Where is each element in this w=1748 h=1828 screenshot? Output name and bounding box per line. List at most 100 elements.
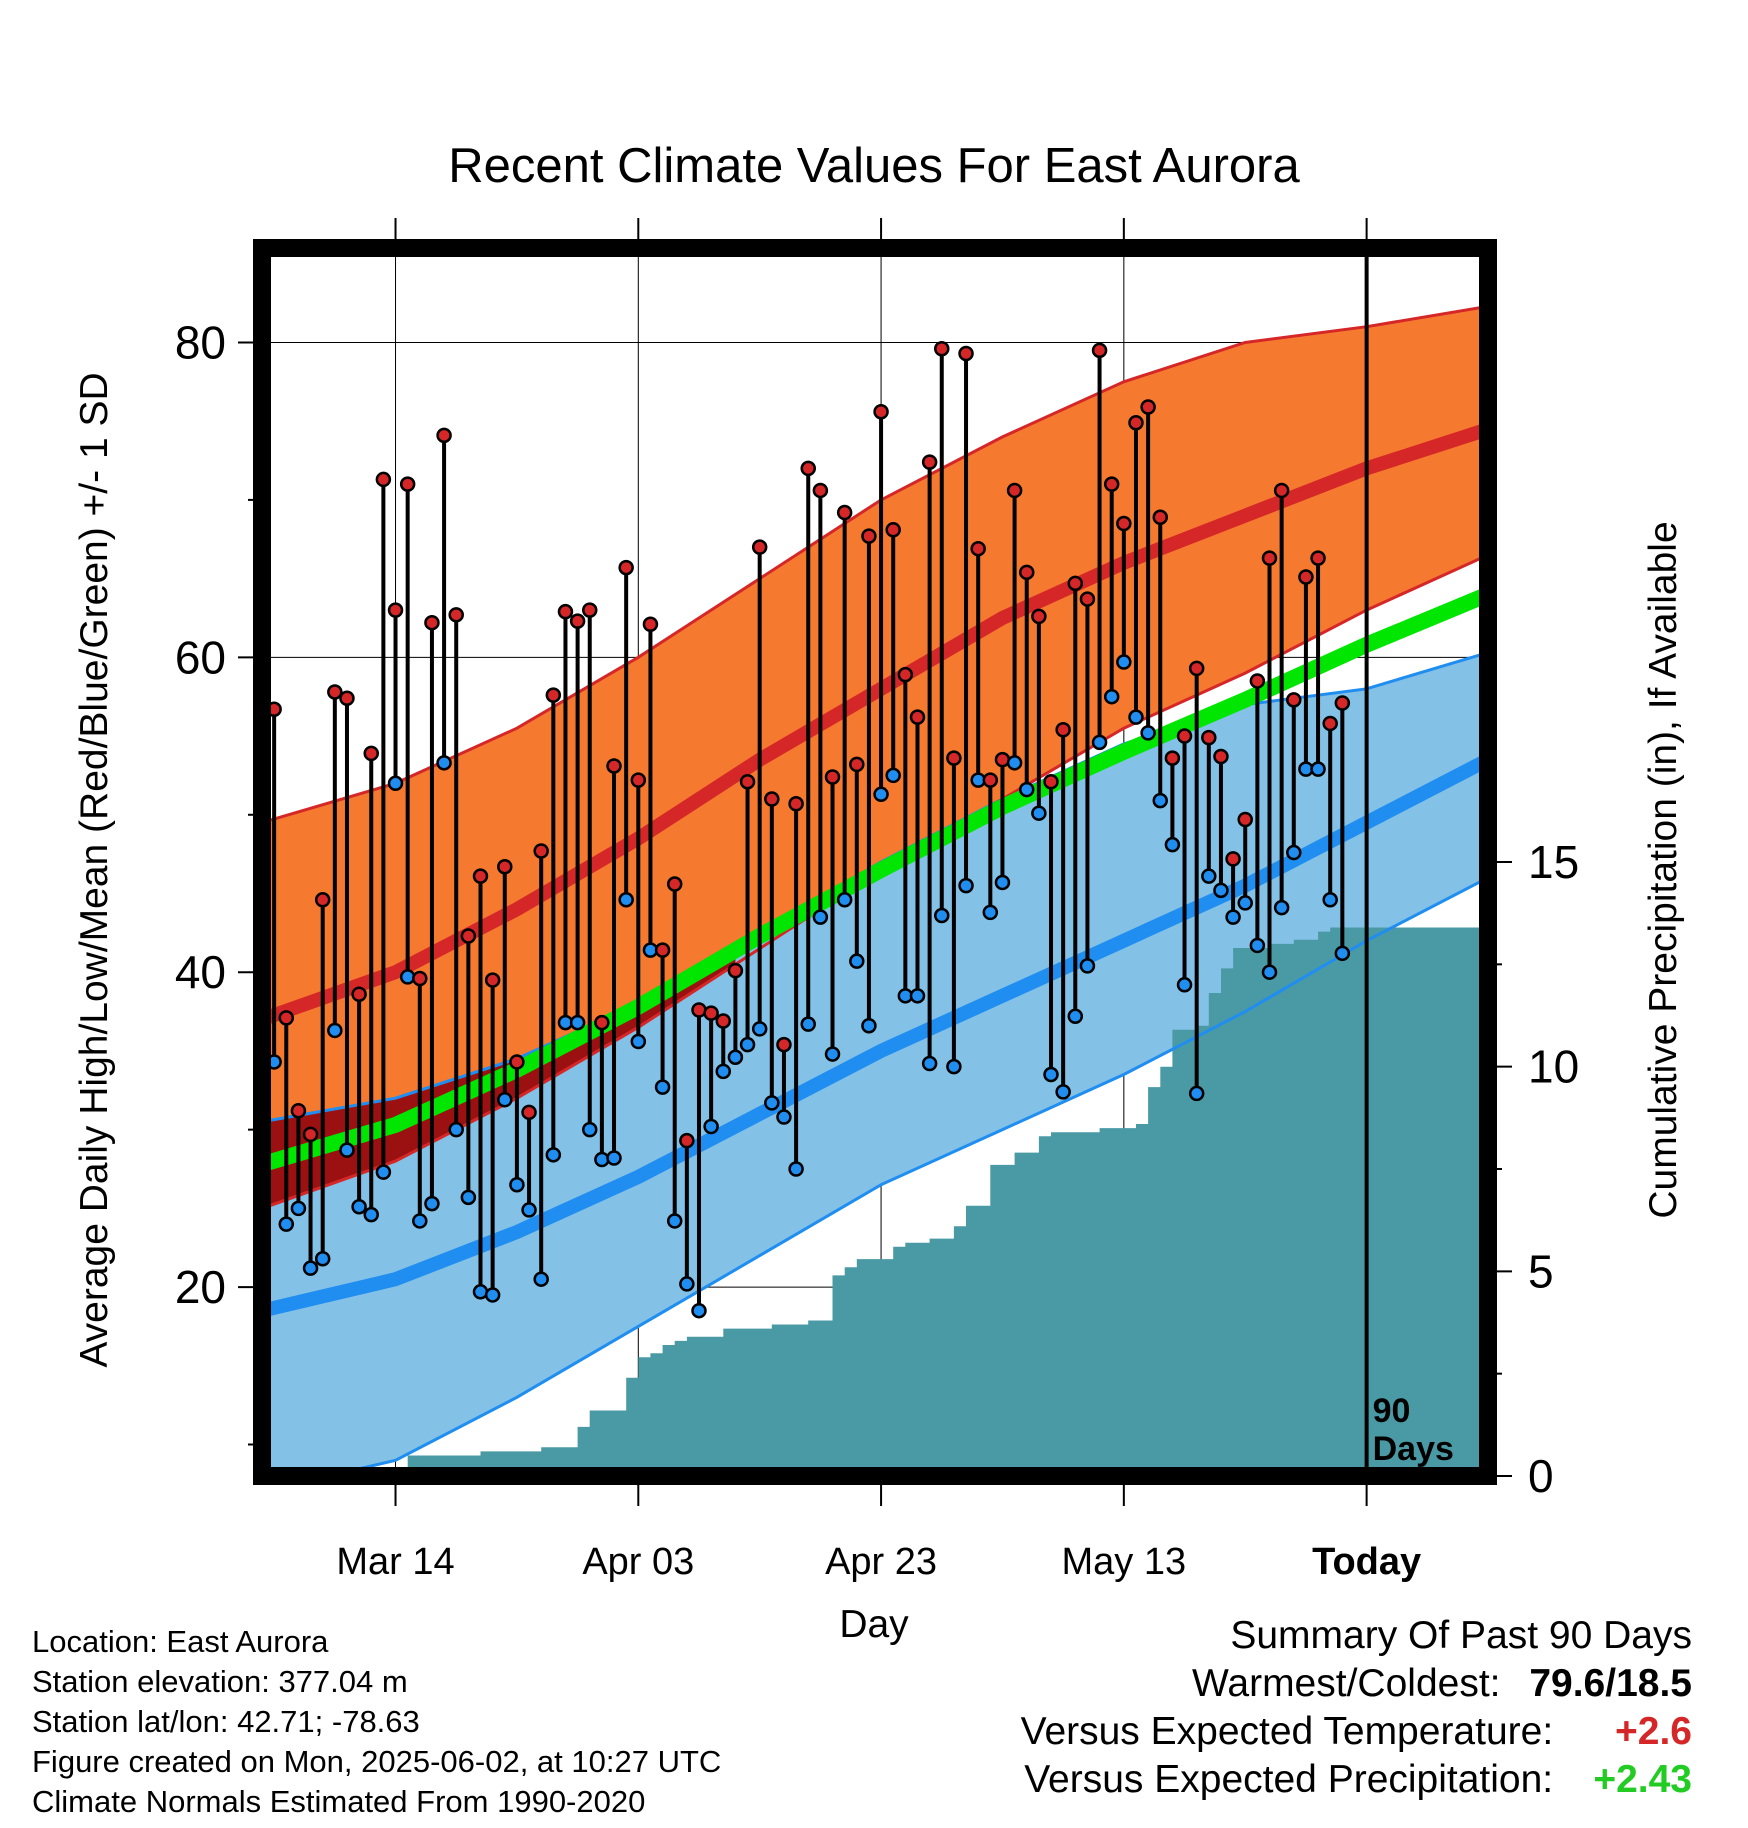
x-axis-label: Day xyxy=(839,1603,909,1646)
daily-low-point xyxy=(1237,895,1253,911)
daily-high-point xyxy=(509,1054,525,1070)
daily-low-point xyxy=(861,1017,877,1034)
daily-low-point xyxy=(1018,781,1035,798)
daily-low-point xyxy=(1164,836,1181,853)
daily-low-point xyxy=(812,909,829,925)
daily-low-point xyxy=(1310,761,1326,777)
daily-high-point xyxy=(970,540,986,557)
warmest-value: 79.6/18.5 xyxy=(1529,1662,1692,1705)
normal-mean-line xyxy=(262,587,1488,1172)
daily-low-point xyxy=(934,907,950,924)
daily-high-point xyxy=(1261,550,1278,566)
daily-low-point xyxy=(581,1121,598,1138)
daily-low-point xyxy=(1273,899,1290,916)
daily-low-point xyxy=(679,1276,695,1292)
daily-low-point xyxy=(715,1063,732,1080)
x-tick-label: May 13 xyxy=(1062,1541,1187,1583)
daily-high-point xyxy=(812,482,829,499)
daily-low-point xyxy=(1140,725,1156,741)
daily-high-point xyxy=(302,1126,319,1143)
daily-low-point xyxy=(1322,892,1338,908)
axes: 20 40 60 80 0 5 10 15 Mar 14 Apr 03 Apr 23 May 13 To… xyxy=(175,218,1579,1583)
y-axis-label: Average Daily High/Low/Mean (Red/Blue/Gr… xyxy=(73,372,116,1367)
daily-low-point xyxy=(1286,844,1302,861)
daily-low-point xyxy=(666,1213,683,1229)
normal-low-band xyxy=(262,652,1488,1476)
daily-low-point xyxy=(1334,945,1351,962)
daily-low-point xyxy=(375,1164,392,1180)
daily-high-point xyxy=(278,1010,295,1026)
daily-high-point xyxy=(1213,748,1229,765)
daily-high-point xyxy=(557,603,574,620)
normal-low-mean-line xyxy=(262,753,1488,1318)
daily-low-point xyxy=(873,786,889,803)
daily-high-point xyxy=(363,745,379,762)
daily-high-point xyxy=(472,868,489,884)
daily-high-point xyxy=(484,972,501,988)
latlon-text: Station lat/lon: 42.71; -78.63 xyxy=(32,1704,420,1739)
daily-low-point xyxy=(994,874,1011,891)
daily-low-point xyxy=(339,1142,355,1158)
daily-low-point xyxy=(569,1014,586,1031)
daily-low-point xyxy=(739,1036,756,1053)
daily-high-point xyxy=(666,876,683,892)
daily-low-point xyxy=(521,1202,537,1218)
daily-low-point xyxy=(1006,755,1023,771)
daily-high-point xyxy=(545,687,562,703)
daily-high-point xyxy=(849,756,865,773)
daily-low-point xyxy=(958,877,974,894)
daily-low-point xyxy=(885,767,901,784)
daily-low-point xyxy=(314,1250,331,1267)
daily-high-point xyxy=(861,528,877,544)
daily-low-point xyxy=(776,1109,792,1125)
y2-tick-label: 10 xyxy=(1528,1041,1579,1093)
precip-area xyxy=(262,927,1488,1476)
daily-high-point xyxy=(1043,773,1059,790)
daily-high-point xyxy=(909,709,926,725)
daily-high-point xyxy=(351,986,367,1002)
daily-high-point xyxy=(1091,342,1108,359)
precip-label: Versus Expected Precipitation: xyxy=(1024,1758,1554,1801)
y2-tick-label: 0 xyxy=(1528,1450,1554,1502)
daily-high-point xyxy=(1079,591,1096,607)
daily-high-point xyxy=(642,616,659,633)
daily-high-point xyxy=(751,539,768,555)
daily-high-point xyxy=(581,602,598,618)
normal-low-edge xyxy=(322,876,1488,1476)
daily-low-point xyxy=(1201,868,1217,884)
daily-high-point xyxy=(533,843,549,859)
daily-high-point xyxy=(897,666,914,683)
elevation-text: Station elevation: 377.04 m xyxy=(32,1664,408,1699)
daily-high-point xyxy=(727,962,744,979)
daily-high-point xyxy=(654,942,671,958)
daily-low-point xyxy=(751,1021,768,1037)
daily-low-point xyxy=(1188,1085,1205,1102)
normal-high-band xyxy=(262,306,1488,1209)
daily-high-point xyxy=(1334,695,1351,711)
y-tick-label: 60 xyxy=(175,631,226,683)
daily-low-point xyxy=(1261,964,1278,980)
daily-high-point xyxy=(314,892,331,908)
daily-low-point xyxy=(1213,882,1229,899)
daily-high-point xyxy=(497,858,513,875)
daily-low-point xyxy=(836,892,853,908)
daily-low-point xyxy=(1091,734,1108,751)
y-tick-label: 20 xyxy=(175,1261,226,1313)
daily-high-point xyxy=(630,772,647,788)
daily-high-point xyxy=(1286,692,1302,708)
y-tick-label: 40 xyxy=(175,946,226,998)
summary-panel: Summary Of Past 90 Days Warmest/Coldest:… xyxy=(1021,1612,1692,1804)
daily-high-point xyxy=(618,559,634,576)
daily-low-point xyxy=(387,775,404,792)
daily-low-point xyxy=(1176,977,1193,993)
daily-high-point xyxy=(934,341,950,357)
daily-high-point xyxy=(1018,564,1035,581)
summary-warmest-row: Warmest/Coldest: 79.6/18.5 xyxy=(1021,1660,1692,1708)
daily-low-point xyxy=(618,892,634,908)
today-days-label: Days xyxy=(1373,1430,1454,1468)
x-tick-label: Today xyxy=(1312,1541,1421,1583)
summary-title: Summary Of Past 90 Days xyxy=(1230,1614,1692,1657)
daily-high-point xyxy=(1055,722,1071,738)
today-days-number: 90 xyxy=(1373,1392,1411,1430)
